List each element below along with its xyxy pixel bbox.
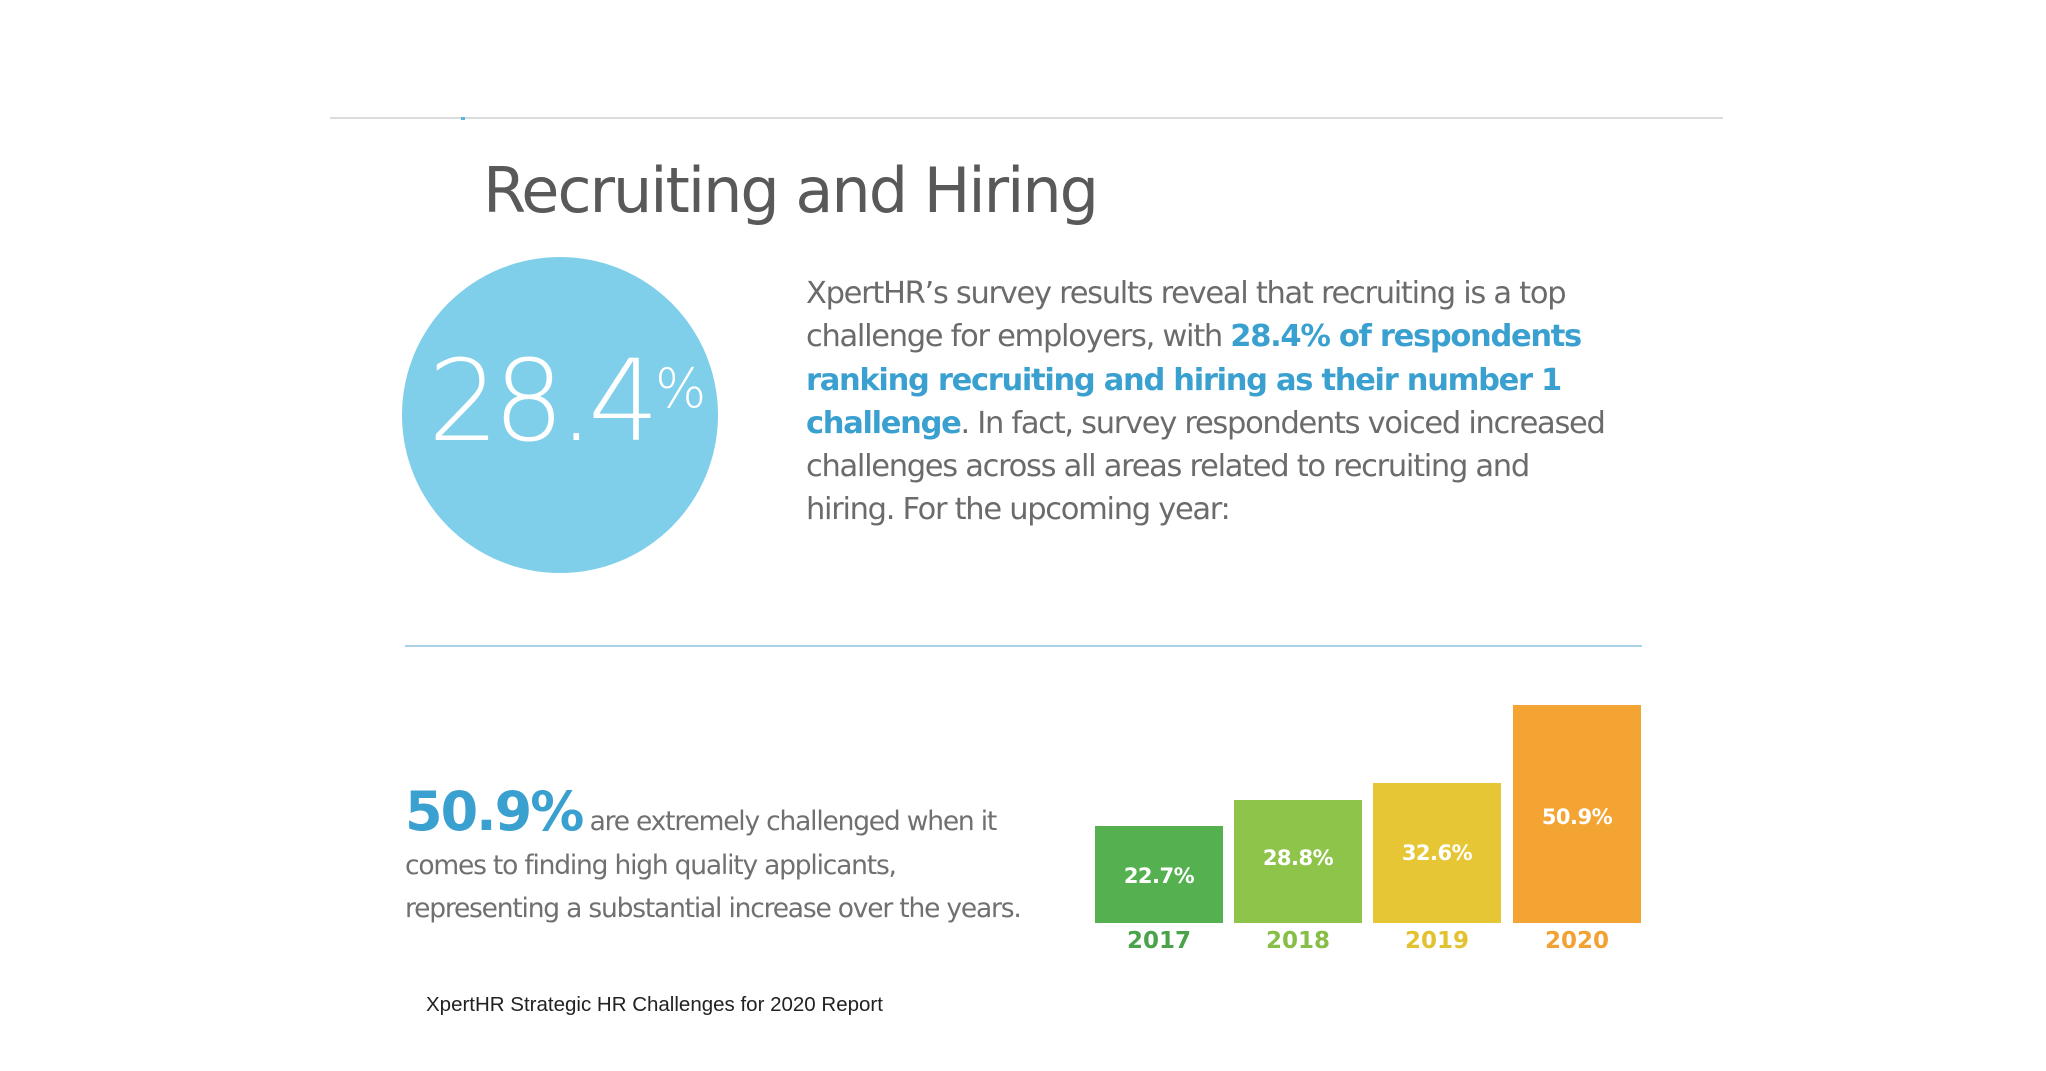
section-divider [405,645,1642,647]
intro-text-before: XpertHR’s survey results reveal that rec… [806,276,1567,355]
page-title: Recruiting and Hiring [483,153,1099,227]
stat-circle [402,257,718,573]
intro-paragraph: XpertHR’s survey results reveal that rec… [806,272,1606,532]
stat-circle-value: 28.4 [428,337,659,467]
bar-2020: 50.9% [1513,705,1641,923]
year-label: 2019 [1404,928,1469,954]
bar-2017: 22.7% [1095,826,1223,923]
bar-value-label: 50.9% [1541,805,1613,829]
top-rule-accent [461,117,465,120]
stat-paragraph: 50.9% are extremely challenged when it c… [405,785,1025,931]
bar-2019: 32.6% [1373,783,1501,923]
bar-value-label: 32.6% [1401,841,1473,865]
stat-text: are extremely challenged when it comes t… [405,806,1022,924]
bar-2018: 28.8% [1234,800,1362,923]
year-label: 2017 [1126,928,1191,954]
year-label: 2020 [1544,928,1609,954]
source-caption: XpertHR Strategic HR Challenges for 2020… [426,993,883,1016]
year-label: 2018 [1265,928,1330,954]
intro-highlight: 28.4% of respondents ranking recruiting … [806,319,1582,441]
stat-value: 50.9% [405,780,584,843]
intro-text-after: . In fact, survey respondents voiced inc… [806,405,1606,528]
stat-circle-unit: % [655,357,706,420]
bar-value-label: 22.7% [1123,864,1195,888]
bar-value-label: 28.8% [1262,846,1334,870]
top-rule [330,117,1723,119]
